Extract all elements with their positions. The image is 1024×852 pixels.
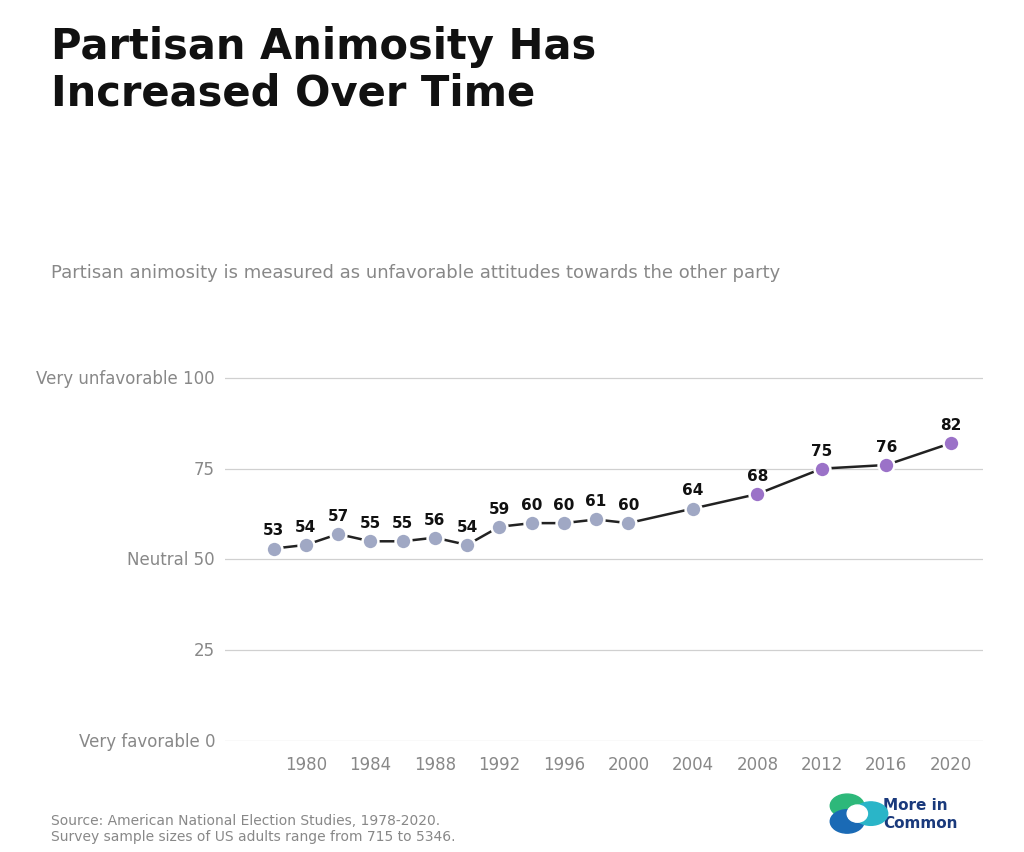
Text: 82: 82 [940, 417, 962, 433]
Point [265, 542, 282, 556]
Text: 60: 60 [617, 498, 639, 512]
Text: 75: 75 [811, 443, 833, 458]
Point [879, 458, 895, 472]
Point [814, 463, 830, 476]
Text: 76: 76 [876, 440, 897, 454]
Point [298, 538, 314, 552]
Text: 60: 60 [521, 498, 543, 512]
Text: Very favorable 0: Very favorable 0 [79, 732, 215, 751]
Point [427, 531, 443, 544]
Text: 53: 53 [263, 523, 285, 538]
Text: Source: American National Election Studies, 1978-2020.
Survey sample sizes of US: Source: American National Election Studi… [51, 814, 456, 843]
Text: 55: 55 [359, 515, 381, 531]
Text: 61: 61 [586, 494, 607, 509]
Text: Partisan Animosity Has
Increased Over Time: Partisan Animosity Has Increased Over Ti… [51, 26, 596, 114]
Text: 64: 64 [682, 483, 703, 498]
Point [588, 513, 604, 527]
Text: 59: 59 [488, 501, 510, 516]
Text: 25: 25 [194, 642, 215, 659]
Point [621, 516, 637, 530]
Text: 57: 57 [328, 509, 349, 523]
Text: More in
Common: More in Common [883, 797, 957, 831]
Text: 60: 60 [553, 498, 574, 512]
Text: Very unfavorable 100: Very unfavorable 100 [37, 370, 215, 388]
Text: Partisan animosity is measured as unfavorable attitudes towards the other party: Partisan animosity is measured as unfavo… [51, 264, 780, 282]
Point [523, 516, 540, 530]
Text: 56: 56 [424, 512, 445, 527]
Point [492, 521, 508, 534]
Point [362, 535, 379, 549]
Text: 54: 54 [295, 519, 316, 534]
Point [943, 437, 959, 451]
Point [556, 516, 572, 530]
Text: 75: 75 [194, 460, 215, 478]
Point [330, 527, 346, 541]
Text: 68: 68 [746, 469, 768, 483]
Text: Neutral 50: Neutral 50 [127, 550, 215, 569]
Text: 54: 54 [457, 519, 478, 534]
Point [685, 502, 701, 515]
Point [394, 535, 411, 549]
Text: 55: 55 [392, 515, 414, 531]
Point [459, 538, 475, 552]
Point [750, 487, 766, 501]
